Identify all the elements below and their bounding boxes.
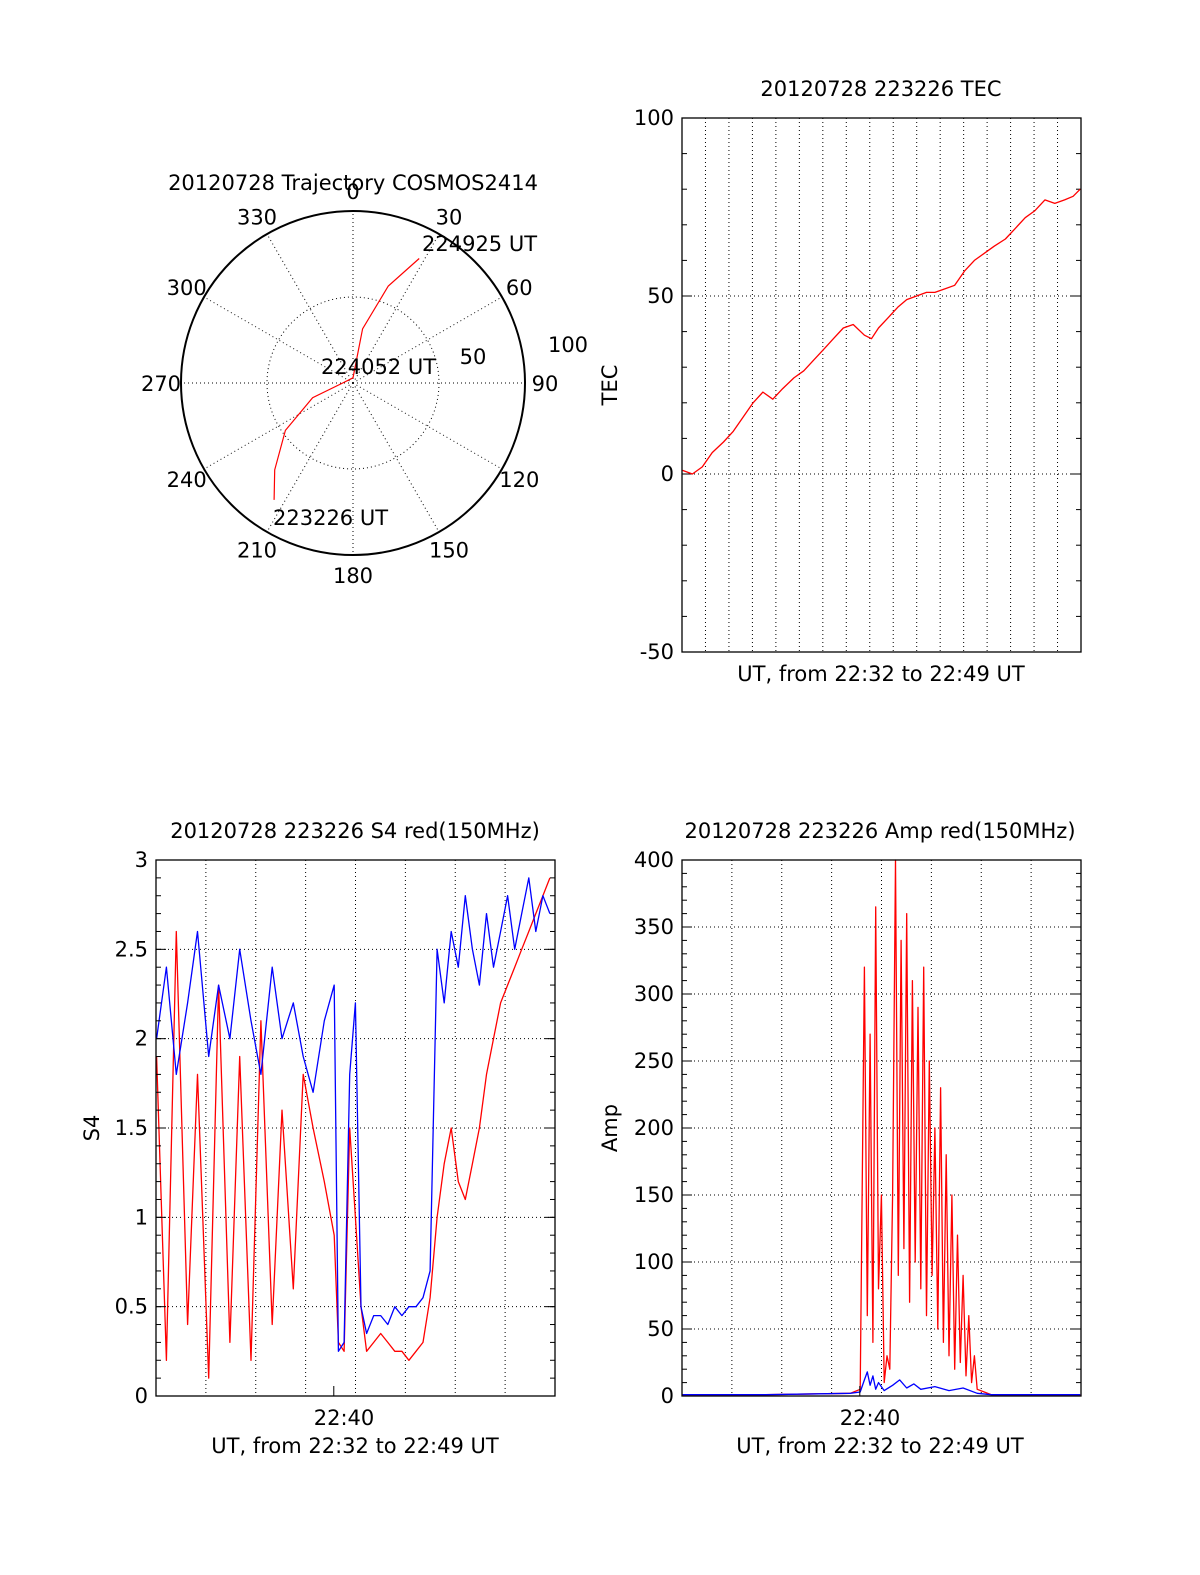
polar-spoke-240 <box>203 382 354 470</box>
amp-y-tick-label: 150 <box>634 1183 674 1207</box>
polar-radial-label-50: 50 <box>460 345 487 369</box>
s4-x-tick-label: 22:40 <box>314 1406 375 1430</box>
tec-trace <box>682 188 1081 475</box>
amp-y-tick-label: 0 <box>661 1384 674 1408</box>
polar-azimuth-label-60: 60 <box>506 276 533 300</box>
trajectory-trace <box>273 258 420 500</box>
polar-spoke-30 <box>352 233 440 384</box>
polar-inner-ring <box>266 296 440 470</box>
polar-spoke-210 <box>266 382 354 533</box>
trajectory-polar-chart: 20120728 Trajectory COSMOS2414 0 30 60 90 12… <box>141 171 588 588</box>
amp-y-tick-label: 300 <box>634 982 674 1006</box>
tec-x-axis-label: UT, from 22:32 to 22:49 UT <box>737 662 1025 686</box>
amp-y-tick-label: 250 <box>634 1049 674 1073</box>
tec-y-tick-label: 50 <box>647 284 674 308</box>
tec-y-tick-label: 0 <box>661 462 674 486</box>
amp-plot-frame <box>681 859 1082 1397</box>
tec-y-tick-label: 100 <box>634 106 674 130</box>
polar-azimuth-label-0: 0 <box>346 180 359 204</box>
polar-spoke-120 <box>352 382 503 470</box>
tec-chart: 20120728 223226 TEC -50 0 50 100 TEC UT, fr… <box>598 77 1082 686</box>
polar-azimuth-label-270: 270 <box>141 372 181 396</box>
polar-spoke-150 <box>352 382 440 533</box>
s4-y-tick-label: 0 <box>135 1384 148 1408</box>
amp-y-tick-label: 100 <box>634 1250 674 1274</box>
polar-spokes <box>181 211 525 555</box>
amp-chart-title: 20120728 223226 Amp red(150MHz) <box>684 819 1075 843</box>
annotation-start-time: 223226 UT <box>273 506 388 530</box>
s4-series-line-0 <box>155 877 551 1379</box>
tec-grid <box>682 117 1081 653</box>
amp-traces <box>682 859 1081 1396</box>
s4-y-axis-label: S4 <box>80 1115 104 1142</box>
tec-y-tick-labels: -50 0 50 100 <box>634 106 1081 664</box>
amp-series-line-1 <box>682 1371 1081 1396</box>
tec-chart-title: 20120728 223226 TEC <box>760 77 1001 101</box>
amp-y-tick-labels: 0 50 100 150 200 250 300 350 400 <box>634 848 1081 1408</box>
polar-azimuth-label-30: 30 <box>436 206 463 230</box>
polar-outer-ring <box>180 210 526 556</box>
annotation-end-time: 224925 UT <box>422 232 537 256</box>
polar-azimuth-label-90: 90 <box>532 372 559 396</box>
polar-spoke-330 <box>266 233 354 384</box>
amp-y-tick-label: 400 <box>634 848 674 872</box>
s4-y-tick-label: 2.5 <box>115 937 148 961</box>
s4-y-tick-label: 1.5 <box>115 1116 148 1140</box>
amp-x-tick-label: 22:40 <box>840 1406 901 1430</box>
amp-chart: 20120728 223226 Amp red(150MHz) 0 50 100 15… <box>598 819 1082 1458</box>
polar-spoke-60 <box>352 296 503 384</box>
amp-y-axis-label: Amp <box>598 1104 622 1152</box>
s4-x-axis-label: UT, from 22:32 to 22:49 UT <box>211 1434 499 1458</box>
polar-azimuth-label-300: 300 <box>167 276 207 300</box>
polar-chart-title: 20120728 Trajectory COSMOS2414 <box>168 171 538 195</box>
amp-y-tick-label: 200 <box>634 1116 674 1140</box>
s4-y-tick-labels: 0 0.5 1 1.5 2 2.5 3 <box>115 848 555 1408</box>
tec-y-tick-label: -50 <box>640 640 674 664</box>
polar-azimuth-label-240: 240 <box>167 468 207 492</box>
polar-azimuth-label-180: 180 <box>333 564 373 588</box>
s4-chart-title: 20120728 223226 S4 red(150MHz) <box>170 819 540 843</box>
s4-plot-frame <box>155 859 556 1397</box>
amp-y-tick-label: 350 <box>634 915 674 939</box>
s4-chart: 20120728 223226 S4 red(150MHz) 0 0.5 1 1.5 2… <box>80 819 556 1458</box>
polar-azimuth-labels: 0 30 60 90 120 150 180 210 240 270 300 330 <box>141 180 558 588</box>
s4-traces <box>155 877 551 1379</box>
s4-series-line-1 <box>155 877 551 1352</box>
polar-azimuth-label-150: 150 <box>429 538 469 562</box>
s4-y-tick-label: 3 <box>135 848 148 872</box>
trajectory-line-0 <box>273 258 420 500</box>
tec-plot-frame <box>681 117 1082 653</box>
s4-y-tick-label: 0.5 <box>115 1295 148 1319</box>
amp-x-axis-label: UT, from 22:32 to 22:49 UT <box>736 1434 1024 1458</box>
polar-radial-label-100: 100 <box>548 333 588 357</box>
polar-spoke-300 <box>203 296 354 384</box>
annotation-mid-time: 224052 UT <box>321 355 436 379</box>
polar-azimuth-label-210: 210 <box>237 538 277 562</box>
polar-azimuth-label-330: 330 <box>237 206 277 230</box>
tec-series-line-0 <box>682 188 1081 475</box>
amp-series-line-0 <box>682 859 1081 1396</box>
s4-y-tick-label: 2 <box>135 1027 148 1051</box>
s4-y-tick-label: 1 <box>135 1205 148 1229</box>
s4-grid <box>156 859 555 1397</box>
polar-azimuth-label-120: 120 <box>499 468 539 492</box>
tec-y-axis-label: TEC <box>598 365 622 407</box>
amp-y-tick-label: 50 <box>647 1317 674 1341</box>
amp-grid <box>682 859 1081 1397</box>
